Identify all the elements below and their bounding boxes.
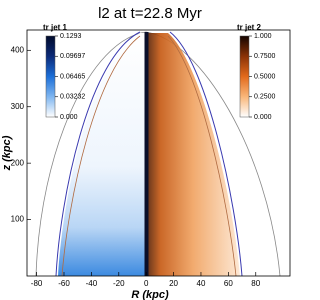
colorbar-tick-label: 0.03232 bbox=[60, 94, 85, 101]
colorbar-tick-label: 0.7500 bbox=[254, 53, 276, 60]
x-tick-label: 60 bbox=[224, 279, 233, 288]
colorbar-tick-label: 1.000 bbox=[254, 33, 272, 40]
colorbar-tick-label: 0.09697 bbox=[60, 53, 85, 60]
chart-title: l2 at t=22.8 Myr bbox=[98, 5, 202, 22]
y-tick-label: 100 bbox=[11, 215, 25, 224]
colorbar-tick-label: 0.06465 bbox=[60, 73, 85, 80]
x-axis-label: R (kpc) bbox=[131, 289, 169, 300]
x-tick-label: 0 bbox=[144, 279, 149, 288]
colorbar-tick-label: 0.000 bbox=[60, 114, 78, 121]
y-axis-label: z (kpc) bbox=[1, 135, 13, 171]
y-tick-label: 400 bbox=[11, 45, 25, 54]
x-tick-label: 80 bbox=[251, 279, 260, 288]
colorbar bbox=[239, 35, 250, 118]
chart: l2 at t=22.8 Myr R (kpc) z (kpc) -80 -60 -… bbox=[1, 5, 291, 300]
x-tick-label: -40 bbox=[86, 279, 98, 288]
colorbar-title: tr jet 2 bbox=[237, 23, 262, 32]
x-tick-label: 40 bbox=[197, 279, 206, 288]
colorbar bbox=[45, 35, 56, 118]
colorbar-tick-label: 0.000 bbox=[254, 114, 272, 121]
plot-frame bbox=[26, 29, 291, 277]
x-tick-label: -20 bbox=[113, 279, 125, 288]
colorbar-tick-label: 0.2500 bbox=[254, 94, 276, 101]
colorbar-title: tr jet 1 bbox=[43, 23, 68, 32]
colorbar-tick-label: 0.1293 bbox=[60, 33, 82, 40]
x-tick-label: -60 bbox=[58, 279, 70, 288]
x-tick-label: -80 bbox=[31, 279, 43, 288]
y-tick-label: 200 bbox=[11, 158, 25, 167]
simulation-image bbox=[35, 31, 281, 277]
colorbar-tick-label: 0.5000 bbox=[254, 73, 276, 80]
y-tick-label: 300 bbox=[11, 102, 25, 111]
x-tick-label: 20 bbox=[169, 279, 178, 288]
